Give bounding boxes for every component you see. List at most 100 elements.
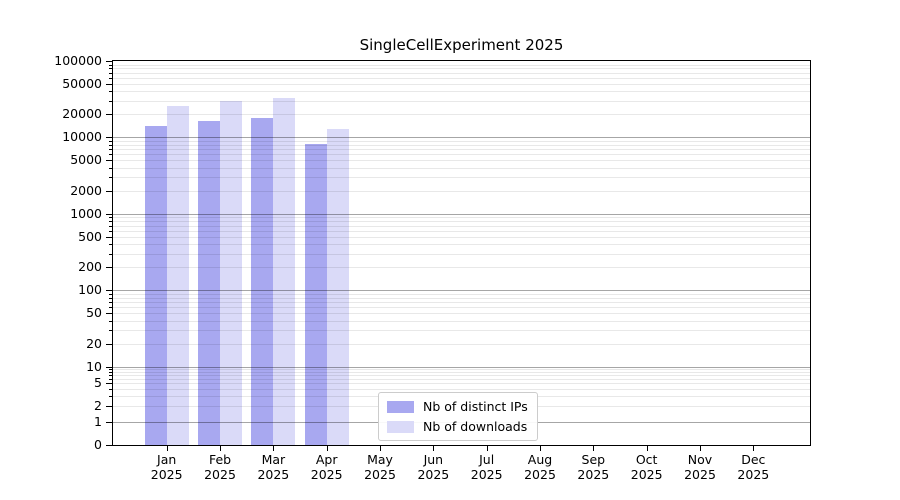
gridline-minor	[113, 369, 810, 371]
gridline-minor	[113, 160, 810, 162]
x-tick-month: Mar	[261, 452, 286, 467]
bar-downloads-apr	[326, 128, 349, 445]
y-minor-tick	[109, 64, 113, 66]
gridline-minor	[113, 293, 810, 295]
gridline-minor	[113, 144, 810, 146]
gridline-minor	[113, 167, 810, 169]
chart-title: SingleCellExperiment 2025	[359, 36, 564, 54]
y-tick	[106, 137, 113, 139]
y-minor-tick	[109, 100, 113, 102]
x-tick	[646, 445, 648, 451]
legend-item-distinct-ips: Nb of distinct IPs	[387, 399, 528, 414]
x-tick-year: 2025	[417, 467, 450, 482]
gridline-minor	[113, 388, 810, 390]
y-minor-tick	[109, 297, 113, 299]
x-tick	[700, 445, 701, 451]
x-tick-month: Apr	[315, 452, 338, 467]
gridline-minor	[113, 379, 810, 381]
gridline-minor	[113, 190, 810, 192]
y-tick	[106, 405, 113, 407]
x-tick-year: 2025	[470, 467, 503, 482]
y-tick-label: 1	[94, 414, 102, 430]
gridline-minor	[113, 307, 810, 309]
x-tick-label-jul: Jul 2025	[457, 452, 517, 482]
y-tick-label: 20	[86, 335, 102, 351]
bar-downloads-feb	[220, 101, 243, 445]
y-minor-tick	[109, 375, 113, 377]
y-tick	[106, 114, 113, 116]
gridline-minor	[113, 221, 810, 223]
y-tick-label: 200	[78, 259, 102, 275]
legend-label-distinct-ips: Nb of distinct IPs	[423, 399, 528, 414]
gridline-minor	[113, 154, 810, 156]
y-tick-label: 50000	[62, 76, 102, 91]
gridline-minor	[113, 77, 810, 79]
x-tick-month: Aug	[527, 452, 553, 467]
x-tick-year: 2025	[737, 467, 770, 482]
y-tick-label: 100000	[54, 53, 102, 68]
x-tick	[220, 445, 222, 451]
x-tick-month: Jul	[479, 452, 495, 467]
gridline-major	[113, 366, 810, 368]
y-tick-label: 100	[78, 282, 102, 298]
gridline-minor	[113, 297, 810, 299]
y-minor-tick	[109, 230, 113, 232]
x-tick-year: 2025	[204, 467, 236, 482]
y-tick-label: 10000	[62, 129, 102, 145]
gridline-minor	[113, 217, 810, 219]
gridline-minor	[113, 267, 810, 269]
y-tick-label: 500	[78, 228, 102, 244]
x-tick-year: 2025	[630, 467, 663, 482]
x-tick-year: 2025	[524, 467, 556, 482]
bar-distinct-ips-jan	[144, 125, 167, 445]
legend-swatch-distinct-ips	[387, 400, 414, 413]
y-minor-tick	[109, 140, 113, 142]
x-tick-label-jun: Jun 2025	[403, 452, 463, 482]
y-tick-label: 2000	[70, 182, 102, 198]
gridline-minor	[113, 140, 810, 142]
y-tick	[106, 290, 113, 292]
x-tick-label-jan: Jan 2025	[137, 452, 197, 482]
gridline-minor	[113, 149, 810, 151]
y-minor-tick	[109, 330, 113, 332]
x-tick-month: Jan	[157, 452, 177, 467]
y-minor-tick	[109, 167, 113, 169]
gridline-minor	[113, 236, 810, 238]
y-minor-tick	[109, 307, 113, 309]
gridline-minor	[113, 343, 810, 345]
x-tick-label-mar: Mar 2025	[243, 452, 303, 482]
y-tick-label: 2	[94, 397, 102, 413]
gridline-minor	[113, 177, 810, 179]
y-tick	[106, 267, 113, 269]
y-tick	[106, 445, 113, 446]
y-minor-tick	[109, 177, 113, 179]
y-minor-tick	[109, 369, 113, 371]
gridline-minor	[113, 313, 810, 315]
y-tick-label: 5000	[70, 152, 102, 168]
x-tick-label-oct: Oct 2025	[617, 452, 677, 482]
gridline-major	[113, 290, 810, 292]
x-tick-year: 2025	[364, 467, 396, 482]
gridline-minor	[113, 320, 810, 322]
y-minor-tick	[109, 68, 113, 70]
x-tick-month: Sep	[581, 452, 606, 467]
y-minor-tick	[109, 244, 113, 246]
y-minor-tick	[109, 221, 113, 223]
gridline-minor	[113, 375, 810, 377]
y-minor-tick	[109, 225, 113, 227]
y-minor-tick	[109, 144, 113, 146]
y-minor-tick	[109, 293, 113, 295]
x-tick-label-nov: Nov 2025	[670, 452, 730, 482]
y-tick	[106, 84, 113, 85]
gridline-minor	[113, 230, 810, 232]
y-minor-tick	[109, 91, 113, 93]
y-tick-label: 20000	[62, 106, 102, 122]
legend-item-downloads: Nb of downloads	[387, 419, 528, 434]
x-tick	[166, 445, 168, 451]
y-tick-label: 0	[94, 437, 102, 452]
bar-downloads-jan	[166, 105, 189, 445]
legend: Nb of distinct IPs Nb of downloads	[378, 392, 538, 441]
y-tick	[106, 343, 113, 345]
legend-label-downloads: Nb of downloads	[423, 419, 528, 434]
